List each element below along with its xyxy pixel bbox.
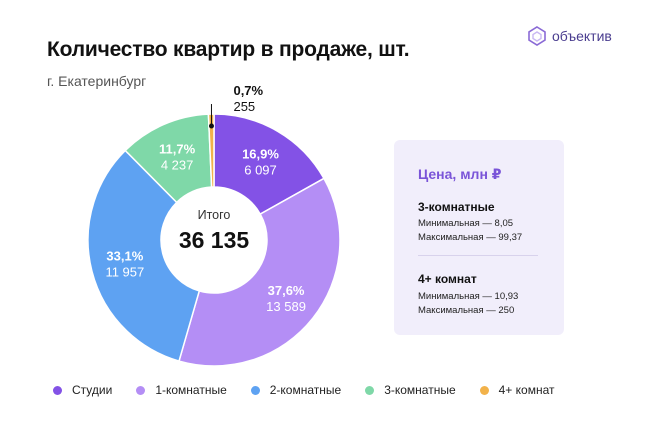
legend-swatch (136, 385, 146, 395)
donut-hole (161, 187, 267, 293)
chart-subtitle: г. Екатеринбург (47, 73, 147, 89)
legend-swatch (250, 385, 260, 395)
slice-percent: 0,7% (233, 83, 263, 98)
price-max: Максимальная — 99,37 (418, 232, 523, 243)
price-group-title: 3-комнатные (418, 200, 495, 214)
slice-percent: 11,7% (159, 142, 196, 157)
logo-icon (528, 26, 546, 46)
slice-percent: 33,1% (106, 249, 143, 264)
legend-label: 4+ комнат (498, 383, 555, 397)
legend-label: 1-комнатные (155, 383, 227, 397)
price-card: Цена, млн ₽ 3-комнатные Минимальная — 8,… (394, 140, 564, 335)
legend-item: 2-комнатные (250, 383, 342, 397)
brand-logo: объектив (528, 26, 612, 46)
legend-item: 1-комнатные (136, 383, 227, 397)
slice-value: 255 (233, 99, 255, 114)
legend-item: 4+ комнат (479, 383, 555, 397)
logo-text: объектив (552, 28, 612, 44)
slice-value: 4 237 (161, 158, 194, 173)
slice-percent: 37,6% (268, 283, 305, 298)
price-max: Максимальная — 250 (418, 305, 515, 316)
price-min: Минимальная — 10,93 (418, 291, 519, 302)
price-card-title: Цена, млн ₽ (418, 166, 502, 182)
price-group-title: 4+ комнат (418, 272, 477, 286)
slice-value: 13 589 (266, 299, 306, 314)
legend-item: Студии (53, 383, 112, 397)
price-divider (418, 255, 538, 256)
legend-label: Студии (72, 383, 113, 397)
total-label: Итого (198, 208, 231, 222)
legend-label: 3-комнатные (384, 383, 456, 397)
legend-swatch (479, 385, 489, 395)
chart-title: Количество квартир в продаже, шт. (47, 38, 410, 61)
legend-swatch (53, 385, 62, 395)
slice-value: 11 957 (105, 265, 144, 280)
legend-swatch (365, 385, 375, 395)
price-min: Минимальная — 8,05 (418, 218, 514, 229)
chart-legend: Студии 1-комнатные 2-комнатные 3-комнатн… (53, 383, 578, 397)
slice-percent: 16,9% (242, 147, 279, 162)
legend-item: 3-комнатные (365, 383, 456, 397)
total-value: 36 135 (179, 227, 250, 253)
slice-value: 6 097 (244, 163, 277, 178)
legend-label: 2-комнатные (269, 383, 342, 397)
